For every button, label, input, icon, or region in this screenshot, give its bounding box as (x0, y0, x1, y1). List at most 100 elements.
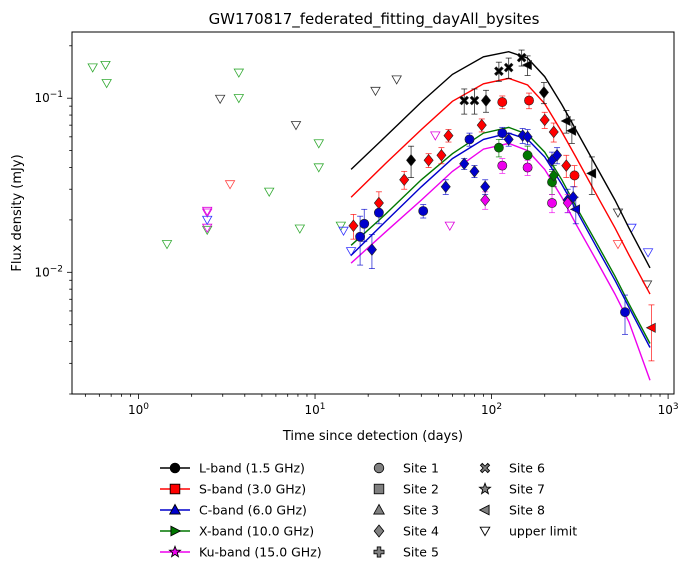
upper-limit-marker (345, 247, 357, 257)
upper-limit-marker (313, 139, 325, 149)
data-point (436, 149, 447, 162)
upper-limit-marker (642, 248, 654, 258)
data-point (568, 190, 579, 204)
upper-limit-marker (391, 75, 402, 85)
data-point (481, 94, 491, 107)
data-point (566, 125, 577, 136)
data-point (562, 196, 573, 210)
legend-label: Site 3 (403, 503, 439, 518)
data-point (359, 218, 370, 229)
upper-limit-marker (161, 240, 173, 250)
upper-limit-marker (201, 208, 213, 218)
upper-limit-marker (430, 131, 441, 141)
data-point (494, 66, 504, 76)
upper-limit-marker (100, 60, 111, 71)
data-point (440, 180, 451, 193)
upper-limit-marker (612, 240, 624, 250)
legend-label: Ku-band (15.0 GHz) (199, 545, 322, 560)
data-point (620, 307, 630, 318)
x-tick-label: 100 (128, 402, 149, 417)
y-axis: 10−2 10−1 (34, 45, 72, 395)
data-point (522, 162, 533, 173)
legend-label: Site 5 (403, 545, 439, 560)
legend-marker (478, 504, 490, 516)
upper-limit-marker (233, 68, 245, 78)
legend-marker (373, 546, 385, 558)
data-point (399, 173, 410, 187)
upper-limit-marker (224, 180, 236, 190)
legend-label: S-band (3.0 GHz) (199, 482, 306, 497)
data-point (569, 170, 580, 181)
x-tick-label: 103 (658, 402, 679, 417)
upper-limit-marker (338, 226, 349, 237)
legend-marker (479, 462, 491, 474)
legend-label: C-band (6.0 GHz) (199, 503, 307, 518)
upper-limit-marker (214, 94, 226, 105)
x-axis: 100 101 102 103 (84, 394, 679, 417)
model-curve (350, 50, 651, 269)
data-point (373, 207, 384, 218)
upper-limit-marker (233, 94, 245, 104)
model-curve (350, 77, 651, 295)
data-point (522, 130, 533, 144)
legend-label: Site 8 (509, 503, 545, 518)
data-point (522, 150, 533, 161)
x-tick-label: 101 (305, 402, 326, 417)
legend-marker (373, 483, 385, 495)
data-point (503, 62, 514, 73)
data-point (497, 97, 508, 107)
data-point (355, 231, 366, 242)
upper-limit-marker (101, 79, 112, 89)
legend-label: Site 1 (403, 461, 439, 476)
legend-marker (168, 544, 182, 558)
model-curve (350, 142, 651, 381)
data-point (348, 219, 359, 233)
data-point (503, 133, 514, 146)
plot-area (87, 49, 656, 381)
upper-limit-marker (335, 221, 347, 231)
y-tick-label: 10−2 (34, 264, 63, 279)
upper-limit-marker (201, 215, 213, 226)
legend-marker (479, 526, 491, 537)
upper-limit-marker (263, 187, 275, 197)
data-point (480, 180, 491, 193)
model-curve (350, 126, 651, 344)
x-tick-label: 102 (481, 402, 502, 417)
upper-limit-marker (370, 86, 381, 97)
data-point (459, 95, 470, 106)
data-point (560, 115, 571, 127)
legend-marker (169, 483, 181, 495)
legend-label: Site 4 (403, 524, 439, 539)
legend-label: Site 7 (509, 482, 545, 497)
data-point (548, 125, 559, 139)
legend-label: X-band (10.0 GHz) (199, 524, 314, 539)
data-point (645, 322, 656, 333)
y-tick-label: 10−1 (34, 90, 63, 105)
legend-marker (373, 503, 385, 515)
data-point (539, 113, 550, 127)
data-point (493, 142, 504, 153)
legend-marker (478, 481, 492, 495)
data-point (476, 118, 487, 132)
data-point (548, 169, 559, 182)
data-point (373, 196, 384, 210)
data-point (366, 243, 377, 256)
data-point (480, 193, 491, 207)
legend-label: L-band (1.5 GHz) (199, 461, 305, 476)
y-axis-label: Flux density (mJy) (10, 154, 25, 271)
legend-marker (373, 462, 385, 474)
upper-limit-marker (294, 224, 306, 234)
chart-title: GW170817_federated_fitting_dayAll_bysite… (209, 10, 540, 29)
upper-limit-marker (290, 121, 302, 131)
upper-limit-marker (201, 206, 213, 217)
legend-label: Site 6 (509, 461, 545, 476)
data-point (524, 95, 534, 106)
legend-marker (169, 462, 181, 474)
legend-label: upper limit (509, 524, 577, 539)
data-point (464, 134, 475, 145)
data-point (497, 160, 508, 171)
data-point (547, 198, 557, 208)
data-point (570, 204, 581, 215)
data-point (406, 154, 417, 167)
data-point (586, 168, 597, 179)
